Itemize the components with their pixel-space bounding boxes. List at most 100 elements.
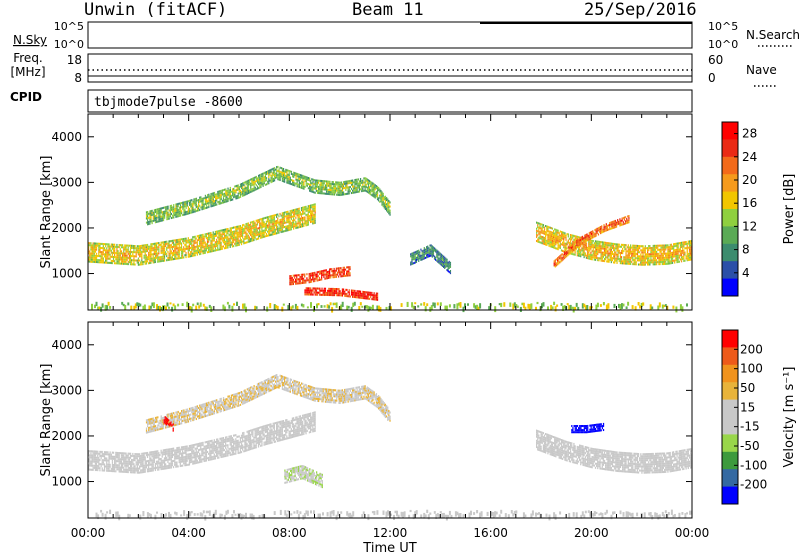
echo-cell — [348, 192, 350, 195]
echo-cell — [331, 270, 333, 273]
echo-cell — [223, 237, 226, 240]
echo-cell — [226, 196, 228, 199]
echo-cell — [632, 250, 634, 253]
echo-cell — [679, 250, 682, 253]
echo-cell — [187, 251, 189, 254]
echo-cell — [162, 245, 164, 248]
echo-cell — [378, 189, 380, 192]
echo-cell — [304, 208, 306, 211]
echo-cell — [314, 277, 316, 280]
echo-cell — [553, 238, 555, 241]
echo-cell — [625, 258, 627, 261]
echo-cell — [329, 289, 331, 292]
echo-cell — [152, 302, 155, 308]
echo-cell — [290, 209, 292, 212]
echo-cell — [279, 212, 281, 215]
echo-cell — [613, 242, 615, 245]
echo-cell — [160, 209, 162, 212]
echo-cell — [282, 226, 285, 229]
echo-cell — [302, 225, 304, 228]
echo-cell — [117, 262, 119, 265]
echo-cell — [654, 250, 657, 253]
echo-cell — [543, 241, 546, 244]
echo-cell — [310, 291, 312, 294]
echo-cell — [663, 250, 666, 253]
echo-cell — [197, 245, 200, 248]
echo-cell — [288, 214, 290, 217]
echo-cell — [411, 254, 413, 257]
echo-cell — [337, 187, 339, 190]
echo-cell — [290, 170, 293, 173]
echo-cell — [588, 238, 590, 241]
echo-cell — [274, 224, 277, 227]
echo-cell — [243, 181, 245, 184]
echo-cell — [260, 226, 262, 229]
echo-cell — [131, 259, 133, 262]
echo-cell — [242, 182, 244, 185]
echo-cell — [555, 241, 557, 244]
echo-cell — [218, 194, 220, 197]
echo-cell — [558, 246, 560, 249]
echo-cell — [348, 186, 350, 189]
echo-cell — [266, 230, 269, 233]
echo-cell — [559, 247, 561, 250]
echo-cell — [236, 227, 238, 230]
echo-cell — [95, 259, 98, 262]
echo-cell — [350, 289, 353, 292]
echo-cell — [212, 202, 214, 205]
echo-cell — [350, 291, 353, 294]
echo-cell — [166, 212, 168, 215]
echo-cell — [286, 171, 288, 174]
echo-cell — [231, 231, 234, 234]
echo-cell — [295, 210, 297, 213]
echo-cell — [88, 252, 90, 255]
echo-cell — [665, 248, 667, 251]
echo-cell — [649, 253, 651, 256]
echo-cell — [185, 256, 187, 259]
echo-cell — [676, 261, 678, 264]
echo-cell — [148, 254, 150, 257]
echo-cell — [170, 246, 172, 249]
echo-cell — [667, 252, 669, 255]
echo-cell — [186, 301, 189, 308]
echo-cell — [286, 211, 288, 214]
echo-cell — [244, 225, 246, 228]
echo-cell — [124, 254, 126, 257]
echo-cell — [651, 253, 653, 256]
echo-cell — [252, 233, 254, 236]
echo-cell — [264, 223, 266, 226]
echo-cell — [246, 235, 248, 238]
echo-cell — [145, 262, 148, 265]
echo-cell — [90, 256, 92, 259]
echo-cell — [221, 235, 223, 238]
echo-cell — [436, 249, 438, 252]
echo-cell — [634, 259, 636, 262]
echo-cell — [647, 247, 649, 250]
echo-cell — [169, 302, 172, 305]
echo-cell — [654, 248, 657, 251]
echo-cell — [289, 224, 291, 227]
echo-cell — [124, 304, 127, 311]
echo-cell — [194, 210, 196, 213]
echo-cell — [177, 240, 179, 243]
echo-cell — [543, 236, 546, 239]
echo-cell — [657, 255, 659, 258]
echo-cell — [95, 248, 98, 251]
echo-cell — [314, 215, 316, 218]
echo-cell — [673, 249, 675, 252]
echo-cell — [579, 246, 581, 249]
echo-cell — [366, 180, 368, 183]
echo-cell — [157, 220, 159, 223]
echo-cell — [186, 200, 188, 203]
echo-cell — [603, 228, 605, 231]
echo-cell — [310, 188, 312, 191]
echo-cell — [210, 205, 212, 208]
echo-cell — [680, 258, 683, 261]
echo-cell — [132, 253, 134, 256]
echo-cell — [687, 259, 689, 262]
echo-cell — [352, 295, 354, 298]
echo-cell — [563, 246, 565, 249]
echo-cell — [268, 234, 270, 237]
echo-cell — [670, 262, 672, 265]
echo-cell — [548, 226, 550, 229]
